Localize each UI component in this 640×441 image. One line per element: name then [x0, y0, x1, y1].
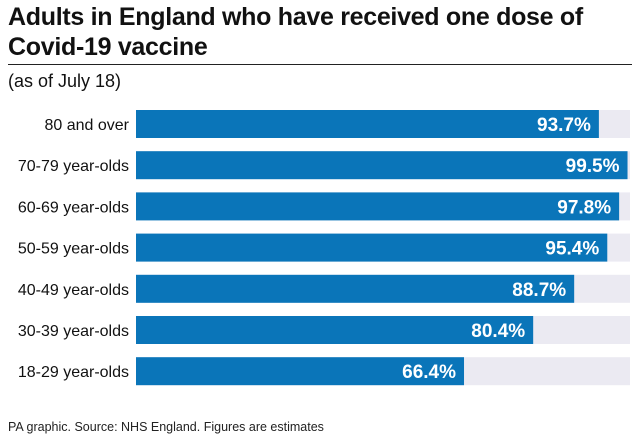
chart-title: Adults in England who have received one … [8, 3, 583, 61]
category-label: 50-59 year-olds [18, 241, 129, 258]
value-label: 93.7% [537, 115, 591, 136]
value-label: 66.4% [402, 362, 456, 383]
chart-subtitle: (as of July 18) [8, 71, 122, 91]
bar-50-59-year-olds [136, 233, 608, 262]
value-label: 88.7% [512, 280, 566, 301]
value-label: 80.4% [471, 321, 525, 342]
bar-70-79-year-olds [136, 151, 628, 180]
source-note: PA graphic. Source: NHS England. Figures… [8, 420, 324, 434]
category-label: 18-29 year-olds [18, 364, 129, 381]
bar-40-49-year-olds [136, 274, 575, 303]
category-label: 40-49 year-olds [18, 282, 129, 299]
bar-60-69-year-olds [136, 192, 620, 221]
bar-18-29-year-olds [136, 357, 465, 386]
value-label: 95.4% [545, 239, 599, 260]
bar-30-39-year-olds [136, 316, 534, 344]
value-label: 99.5% [566, 156, 620, 177]
category-label: 80 and over [44, 117, 129, 134]
category-label: 60-69 year-olds [18, 199, 129, 216]
bar-80-and-over [136, 110, 599, 138]
category-label: 70-79 year-olds [18, 158, 129, 175]
title-divider [8, 64, 632, 65]
value-label: 97.8% [557, 197, 611, 218]
category-label: 30-39 year-olds [18, 323, 129, 340]
